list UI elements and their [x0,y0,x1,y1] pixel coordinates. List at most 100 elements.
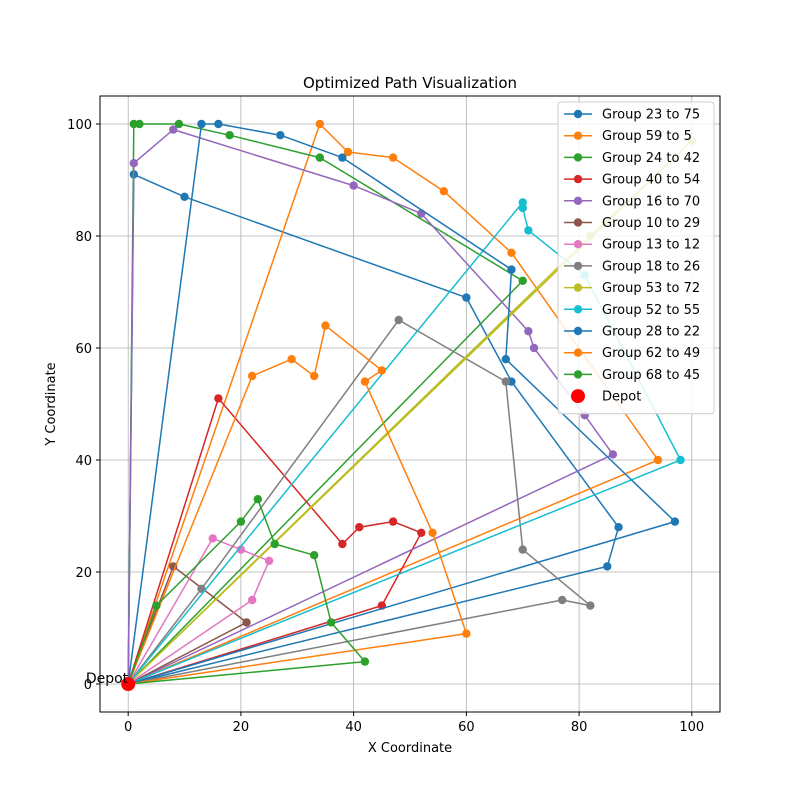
series-point [670,517,680,526]
y-tick-label: 40 [75,454,92,469]
x-tick-label: 40 [345,720,362,735]
legend-entry: Group 18 to 26 [564,259,700,274]
legend: Group 23 to 75 Group 59 to 5 Group 24 to 4… [557,101,715,415]
series-line [127,173,620,685]
series-point [518,276,527,285]
legend-label: Group 24 to 42 [602,151,700,166]
series-point [225,131,234,140]
series-point [518,203,527,213]
series-point [586,601,595,610]
series-point [349,181,358,190]
series-point [343,147,353,157]
series-point [214,119,223,129]
series-point [338,153,347,162]
series-13 [123,495,370,689]
legend-entry: Group 24 to 42 [564,151,700,166]
series-point [247,595,257,605]
legend-marker [573,326,583,336]
legend-label: Depot [602,390,641,405]
legend-entry: Group 13 to 12 [564,238,700,253]
x-tick-label: 100 [679,720,704,735]
legend-marker [573,174,583,184]
legend-entry: Group 28 to 22 [564,325,700,340]
series-point [417,528,426,537]
series-point [242,618,251,627]
x-tick-label: 80 [571,720,588,735]
series-point [338,539,347,549]
series-point [439,187,449,196]
legend-label: Group 62 to 49 [602,346,700,361]
legend-entry: Group 59 to 5 [564,129,692,144]
legend-marker [573,305,583,314]
series-point [287,355,296,364]
y-tick-label: 80 [75,230,92,245]
series-point [608,450,618,459]
series-point [360,657,370,666]
legend-label: Group 40 to 54 [602,173,700,188]
y-tick-label: 100 [67,118,92,133]
series-point [169,125,178,134]
series-point [180,192,189,201]
legend-entry: Group 23 to 75 [564,108,700,123]
legend-label: Group 68 to 45 [602,368,700,383]
legend-marker [573,131,583,140]
series-point [326,618,336,627]
series-point [321,321,330,330]
series-point [309,371,319,381]
legend-label: Group 28 to 22 [602,325,700,340]
axis-ticks: 0 20 40 60 80 100 0 20 40 60 80 100 [67,118,704,735]
legend-label: Group 18 to 26 [602,259,700,274]
series-point [428,528,437,537]
legend-label: Group 23 to 75 [602,108,700,123]
legend-box [557,101,715,415]
series-point [247,371,257,381]
series-point [135,119,144,129]
series-point [129,159,139,168]
series-point [507,248,516,257]
series-point [501,355,511,364]
legend-entry: Group 52 to 55 [564,303,700,318]
plot-frame [99,95,721,713]
legend-marker [573,153,583,162]
series-point [236,545,246,554]
series-point [309,551,319,560]
series-line [127,397,423,685]
legend-entry: Group 10 to 29 [564,216,700,231]
series-point [208,534,217,543]
series-point [264,556,274,565]
series-point [174,119,184,129]
legend-label: Group 16 to 70 [602,194,700,209]
series-point [524,226,533,235]
x-tick-label: 20 [233,720,250,735]
y-tick-label: 60 [75,342,92,357]
series-point [315,153,325,162]
legend-marker [573,218,583,227]
series-line [127,128,614,685]
series-point [197,119,206,129]
series-point [524,327,533,336]
legend-entry: Group 16 to 70 [564,194,700,209]
legend-marker [573,196,583,205]
series-line [127,565,248,685]
series-line [127,123,659,685]
series-point [501,377,511,386]
series-point [394,315,403,325]
series-point [557,595,567,605]
chart-title: Optimized Path Visualization [303,74,517,92]
legend-marker [573,109,583,119]
series-point [507,265,516,274]
y-tick-label: 20 [75,566,92,581]
legend-marker [573,370,583,379]
series-point [152,601,161,610]
series-point [355,523,364,532]
legend-label: Group 53 to 72 [602,281,700,296]
series-point [253,495,263,504]
legend-depot-marker [571,389,585,404]
legend-marker [573,348,583,357]
legend-marker [573,261,583,271]
x-axis-label: X Coordinate [368,741,452,756]
legend-entry: Group 62 to 49 [564,346,700,361]
depot-marker [121,677,136,691]
